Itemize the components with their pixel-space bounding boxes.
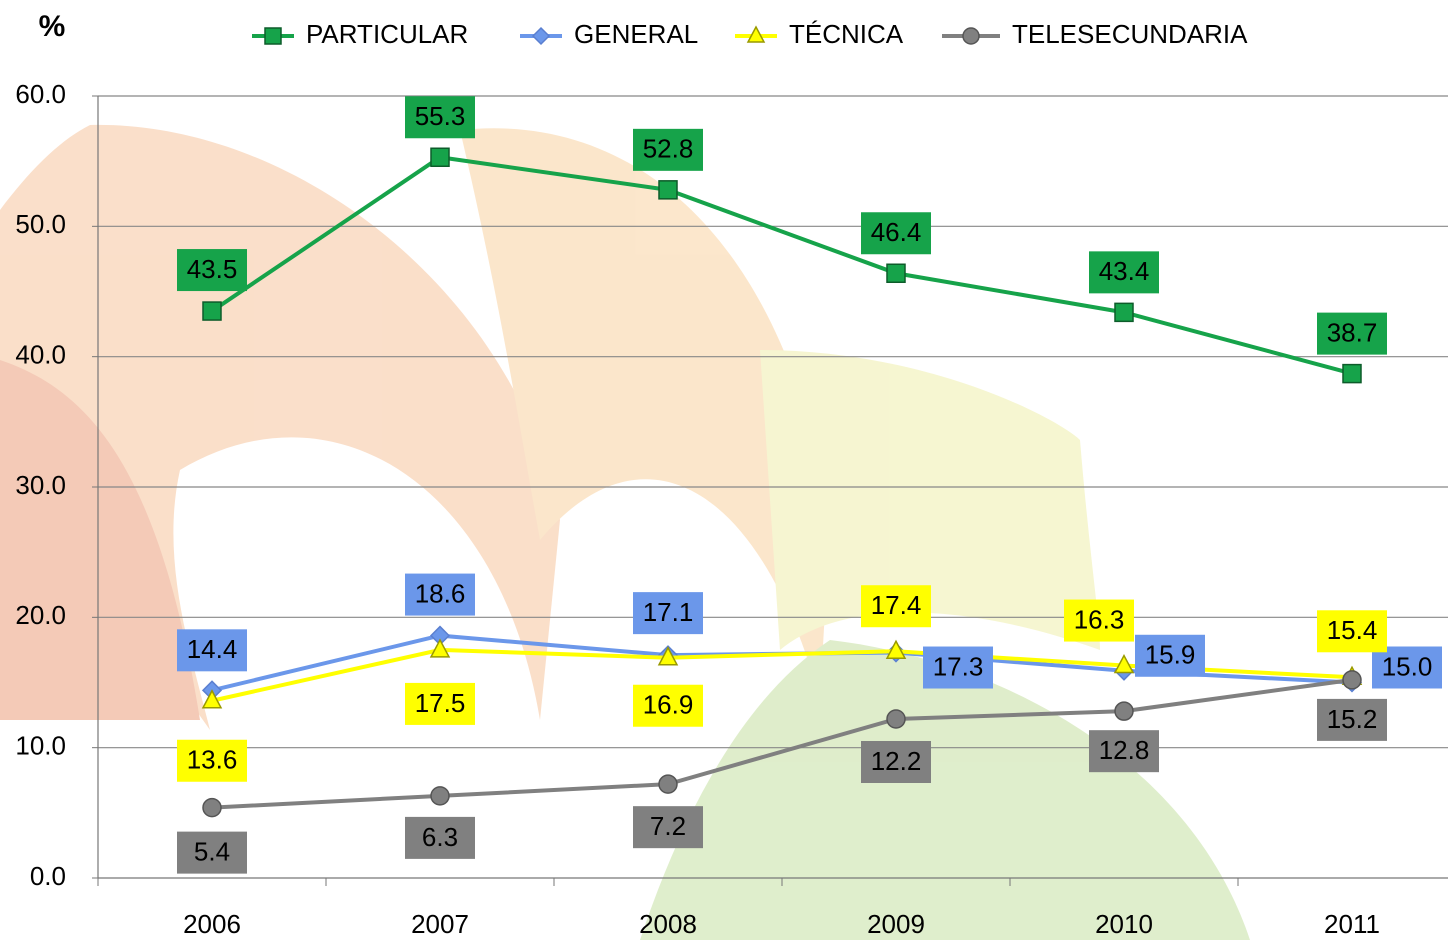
marker (658, 180, 678, 200)
y-tick-label: 40.0 (15, 340, 66, 370)
marker (429, 638, 451, 658)
marker (430, 786, 450, 806)
y-tick-label: 50.0 (15, 209, 66, 239)
data-label: 15.0 (1382, 651, 1433, 681)
data-label: 17.4 (871, 590, 922, 620)
x-tick-label: 2008 (639, 909, 697, 939)
y-axis-label: % (39, 10, 66, 43)
marker (746, 25, 766, 43)
data-label-box (405, 573, 475, 616)
marker (1114, 302, 1134, 323)
data-label: 5.4 (194, 836, 230, 866)
marker (201, 689, 223, 709)
data-label-box (405, 682, 475, 725)
data-label-box (1372, 646, 1442, 689)
series-line (210, 155, 1353, 376)
data-label: 13.6 (187, 745, 238, 775)
data-label: 52.8 (643, 134, 694, 164)
data-label-box (405, 96, 475, 139)
data-label-box (1089, 251, 1159, 294)
data-label: 12.2 (871, 746, 922, 776)
data-label: 16.3 (1074, 604, 1125, 634)
data-label: 38.7 (1327, 317, 1378, 347)
data-label: 17.3 (933, 651, 984, 681)
data-label-box (1317, 610, 1387, 653)
marker (1113, 653, 1135, 674)
data-label-box (861, 740, 931, 783)
data-label: 18.6 (415, 578, 466, 608)
marker (885, 639, 907, 659)
legend-label: PARTICULAR (306, 19, 468, 49)
marker (202, 301, 222, 321)
legend-label: GENERAL (574, 19, 698, 49)
marker (962, 27, 980, 45)
data-label-box (923, 646, 993, 689)
background-decoration (0, 124, 1250, 940)
y-tick-label: 60.0 (15, 79, 66, 109)
x-tick-label: 2009 (867, 909, 925, 939)
x-tick-label: 2006 (183, 909, 241, 939)
data-label: 17.1 (643, 597, 694, 627)
data-label-box (177, 249, 247, 292)
data-label: 43.5 (187, 254, 238, 284)
data-label: 16.9 (643, 690, 694, 720)
data-label-box (633, 684, 703, 727)
marker (886, 263, 906, 284)
data-label-box (177, 629, 247, 672)
y-tick-label: 0.0 (30, 861, 66, 891)
data-label-box (177, 739, 247, 782)
x-tick-label: 2011 (1324, 909, 1380, 939)
marker (202, 797, 222, 818)
data-label: 17.5 (415, 688, 466, 718)
data-label: 6.3 (422, 822, 458, 852)
marker (531, 26, 551, 46)
data-label-box (861, 585, 931, 628)
marker (264, 27, 282, 45)
data-label-box (633, 128, 703, 171)
data-label-box (633, 806, 703, 849)
x-tick-label: 2010 (1095, 909, 1153, 939)
y-tick-label: 10.0 (15, 731, 66, 761)
marker (657, 646, 679, 666)
data-label: 15.4 (1327, 615, 1378, 645)
data-label-box (405, 816, 475, 859)
y-tick-label: 30.0 (15, 470, 66, 500)
marker (886, 709, 906, 729)
marker (1342, 670, 1362, 690)
x-tick-label: 2007 (411, 909, 469, 939)
data-label: 15.2 (1327, 704, 1378, 734)
data-label-box (633, 592, 703, 635)
data-label: 43.4 (1099, 256, 1150, 286)
y-tick-label: 20.0 (15, 600, 66, 630)
data-label: 7.2 (650, 811, 686, 841)
data-label-box (177, 831, 247, 874)
data-label: 55.3 (415, 101, 466, 131)
data-label: 46.4 (871, 217, 922, 247)
marker (1114, 701, 1134, 721)
data-label-box (1064, 599, 1134, 642)
data-label: 14.4 (187, 634, 238, 664)
data-label-box (861, 212, 931, 255)
data-label-box (1089, 730, 1159, 773)
data-label: 12.8 (1099, 735, 1150, 765)
data-label-box (1135, 634, 1205, 677)
marker (430, 147, 450, 168)
data-label-box (1317, 698, 1387, 741)
data-label: 15.9 (1145, 640, 1196, 670)
series-line (211, 677, 1353, 810)
legend-label: TELESECUNDARIA (1012, 19, 1248, 49)
data-label-box (1317, 312, 1387, 355)
marker (658, 774, 678, 794)
legend-label: TÉCNICA (789, 19, 904, 49)
marker (1342, 363, 1362, 384)
